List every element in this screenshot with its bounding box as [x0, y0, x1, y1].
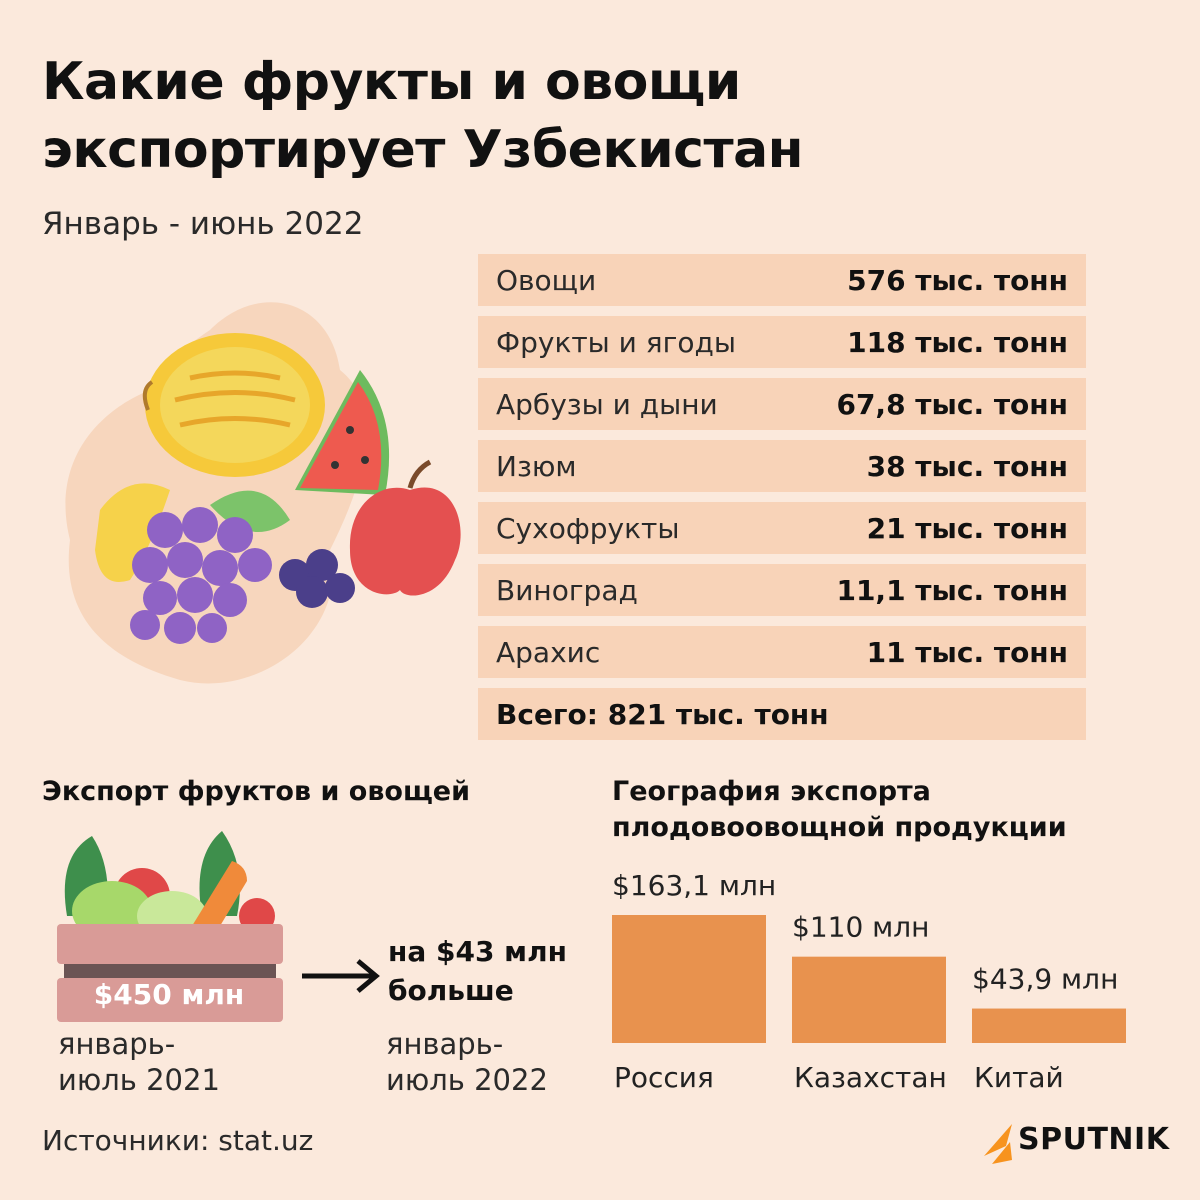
period-2021: январь- июль 2021	[58, 1026, 220, 1098]
period-2021-line1: январь-	[58, 1027, 176, 1061]
table-row: Фрукты и ягоды 118 тыс. тонн	[478, 316, 1086, 368]
period-2021-line2: июль 2021	[58, 1063, 220, 1097]
row-value: 11 тыс. тонн	[866, 635, 1068, 669]
table-row: Изюм 38 тыс. тонн	[478, 440, 1086, 492]
fruits-illustration	[65, 302, 461, 684]
page-subtitle: Январь - июнь 2022	[42, 206, 364, 242]
row-value: 67,8 тыс. тонн	[836, 387, 1068, 421]
period-2022: январь- июль 2022	[386, 1026, 548, 1098]
row-value: 576 тыс. тонн	[847, 263, 1068, 297]
row-name: Арахис	[496, 635, 601, 669]
title-line-1: Какие фрукты и овощи	[42, 52, 741, 112]
export-2021-amount: $450 млн	[93, 978, 245, 1011]
bar-value-label: $163,1 млн	[612, 869, 776, 902]
row-name: Фрукты и ягоды	[496, 325, 736, 359]
row-name: Арбузы и дыни	[496, 387, 718, 421]
bar-category-label: Казахстан	[794, 1061, 947, 1094]
table-row: Арбузы и дыни 67,8 тыс. тонн	[478, 378, 1086, 430]
sputnik-logo-text: SPUTNIK	[1018, 1122, 1170, 1157]
vegetable-crate-icon	[57, 831, 283, 1022]
bar-value-label: $110 млн	[792, 911, 929, 944]
bar-category-label: Китай	[974, 1061, 1064, 1094]
row-value: 21 тыс. тонн	[866, 511, 1068, 545]
difference-line2: больше	[388, 974, 514, 1007]
bar-1	[612, 915, 766, 1043]
sputnik-logo-icon	[984, 1124, 1012, 1164]
export-volume-table: Овощи 576 тыс. тонн Фрукты и ягоды 118 т…	[478, 254, 1086, 750]
arrow-right-icon	[302, 959, 380, 993]
table-row: Арахис 11 тыс. тонн	[478, 626, 1086, 678]
table-row: Овощи 576 тыс. тонн	[478, 254, 1086, 306]
export-section-title: Экспорт фруктов и овощей	[42, 776, 471, 807]
table-row: Сухофрукты 21 тыс. тонн	[478, 502, 1086, 554]
source-note: Источники: stat.uz	[42, 1124, 314, 1157]
table-total-row: Всего: 821 тыс. тонн	[478, 688, 1086, 740]
page-title: Какие фрукты и овощи экспортирует Узбеки…	[42, 48, 1042, 184]
bar-category-label: Россия	[614, 1061, 714, 1094]
row-name: Овощи	[496, 263, 597, 297]
bar-3	[972, 1008, 1126, 1043]
row-value: 11,1 тыс. тонн	[836, 573, 1068, 607]
row-name: Сухофрукты	[496, 511, 680, 545]
bar-2	[792, 956, 946, 1043]
row-value: 118 тыс. тонн	[847, 325, 1068, 359]
period-2022-line1: январь-	[386, 1027, 504, 1061]
geography-bar-chart: $163,1 млн Россия $110 млн Казахстан $43,9 м…	[612, 869, 1126, 1094]
table-row: Виноград 11,1 тыс. тонн	[478, 564, 1086, 616]
difference-line1: на $43 млн	[388, 935, 567, 968]
row-name: Виноград	[496, 573, 638, 607]
bar-value-label: $43,9 млн	[972, 963, 1118, 996]
period-2022-line2: июль 2022	[386, 1063, 548, 1097]
row-name: Изюм	[496, 449, 577, 483]
geography-section-title: География экспорта плодовоовощной продук…	[612, 776, 1067, 843]
row-value: 38 тыс. тонн	[866, 449, 1068, 483]
title-line-2: экспортирует Узбекистан	[42, 120, 804, 180]
export-difference: на $43 млн больше	[388, 932, 567, 1010]
